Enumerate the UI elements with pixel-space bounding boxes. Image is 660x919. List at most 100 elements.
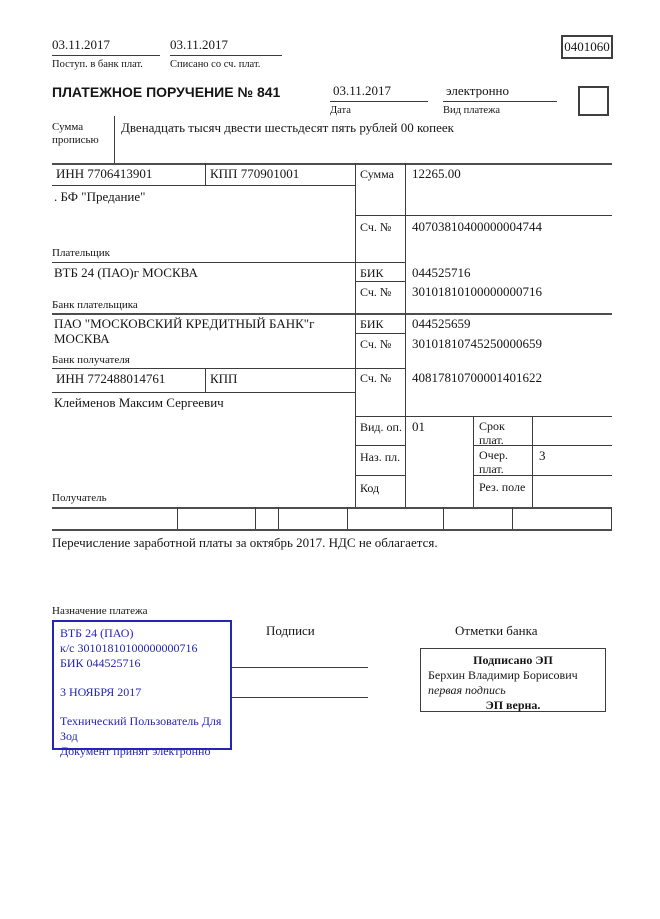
payer-bank-bik-label: БИК (360, 266, 384, 280)
signature-type: первая подпись (428, 683, 506, 697)
payee-bank-bik-label: БИК (360, 317, 384, 331)
grid-line (52, 507, 612, 509)
payee-bank-account: 30101810745250000659 (412, 336, 542, 351)
code-label: Код (360, 481, 380, 495)
grid-line (205, 368, 206, 392)
payer-account: 40703810400000004744 (412, 219, 542, 234)
payer-inn: ИНН 7706413901 (56, 166, 153, 181)
document-title: ПЛАТЕЖНОЕ ПОРУЧЕНИЕ № 841 (52, 84, 281, 100)
doc-date-underline (330, 101, 428, 102)
payee-section-label: Получатель (52, 492, 107, 504)
amount-words-value: Двенадцать тысяч двести шестьдесят пять … (121, 120, 454, 135)
payer-bank-section-label: Банк плательщика (52, 299, 138, 311)
grid-line (278, 507, 279, 529)
grid-line (611, 507, 612, 529)
payee-kpp: КПП (210, 371, 238, 386)
bank-marks-heading: Отметки банка (455, 623, 538, 638)
grid-line (52, 262, 405, 263)
bank-acceptance-stamp: ВТБ 24 (ПАО) к/с 30101810100000000716 БИ… (52, 620, 232, 758)
stamp-spacer (60, 671, 224, 685)
amount-words-label: Сумма прописью (52, 121, 99, 146)
grid-line (355, 416, 612, 417)
grid-line (355, 445, 405, 446)
op-type-label: Вид. оп. (360, 420, 402, 434)
payment-order-value: 3 (539, 448, 546, 463)
debited-date-label: Списано со сч. плат. (170, 59, 261, 70)
reserve-field-label: Рез. поле (479, 480, 526, 494)
doc-date-value: 03.11.2017 (333, 83, 392, 98)
purpose-text: Перечисление заработной платы за октябрь… (52, 535, 438, 550)
grid-line (347, 507, 348, 529)
signature-line (232, 667, 368, 668)
grid-line (473, 445, 612, 446)
payment-type-label: Вид платежа (443, 105, 501, 116)
grid-line (473, 475, 612, 476)
form-code-box: 0401060 (561, 35, 613, 59)
grid-line (52, 313, 612, 315)
grid-line (52, 185, 355, 186)
stamp-spacer (60, 700, 224, 714)
payer-bank-bik: 044525716 (412, 265, 471, 280)
stamp-accepted-note: Документ принят электронно (60, 744, 211, 758)
grid-line (52, 529, 612, 531)
payer-kpp: КПП 770901001 (210, 166, 300, 181)
grid-line (114, 116, 115, 163)
doc-date-label: Дата (330, 105, 351, 116)
payee-account-label: Сч. № (360, 371, 392, 385)
payment-type-underline (443, 101, 557, 102)
payer-status-box (578, 86, 609, 116)
received-date-underline (52, 55, 160, 56)
grid-line (355, 215, 612, 216)
debited-date-underline (170, 55, 282, 56)
payer-account-label: Сч. № (360, 220, 392, 234)
payer-bank-name: ВТБ 24 (ПАО)г МОСКВА (54, 265, 198, 280)
grid-line (473, 416, 474, 507)
payee-bank-section-label: Банк получателя (52, 354, 130, 366)
stamp-date: 3 НОЯБРЯ 2017 (60, 685, 142, 699)
grid-line (52, 163, 612, 165)
grid-line (512, 507, 513, 529)
signatures-heading: Подписи (266, 623, 315, 638)
op-type-value: 01 (412, 419, 425, 434)
payer-section-label: Плательщик (52, 247, 110, 259)
amount-cell-label: Сумма (360, 167, 394, 181)
payee-account: 40817810700001401622 (412, 370, 542, 385)
grid-line (355, 281, 405, 282)
stamp-user: Технический Пользователь Для Зод (60, 714, 222, 743)
payee-bank-bik: 044525659 (412, 316, 471, 331)
received-date-label: Поступ. в банк плат. (52, 59, 143, 70)
form-code: 0401060 (564, 39, 610, 54)
grid-line (52, 368, 405, 369)
signer-name: Берхин Владимир Борисович (428, 668, 578, 682)
stamp-bik: БИК 044525716 (60, 656, 141, 670)
grid-line (355, 163, 356, 507)
signature-line (232, 697, 368, 698)
payee-inn: ИНН 772488014761 (56, 371, 166, 386)
payee-bank-account-label: Сч. № (360, 337, 392, 351)
grid-line (52, 392, 355, 393)
payee-name: Клейменов Максим Сергеевич (54, 395, 224, 410)
grid-line (177, 507, 178, 529)
grid-line (405, 163, 406, 507)
due-date-label: Срок плат. (479, 419, 505, 447)
payer-bank-account-label: Сч. № (360, 285, 392, 299)
received-date-value: 03.11.2017 (52, 37, 111, 52)
signature-stamp-box: Подписано ЭП Берхин Владимир Борисович п… (420, 648, 606, 712)
payment-order-label: Очер. плат. (479, 448, 509, 476)
payer-name: . БФ "Предание" (54, 189, 146, 204)
grid-line (532, 416, 533, 507)
grid-line (355, 333, 405, 334)
grid-line (443, 507, 444, 529)
stamp-bank-name: ВТБ 24 (ПАО) (60, 626, 134, 640)
stamp-corr-account: к/с 30101810100000000716 (60, 641, 198, 655)
grid-line (205, 163, 206, 185)
payer-bank-account: 30101810100000000716 (412, 284, 542, 299)
grid-line (255, 507, 256, 529)
signature-verified: ЭП верна. (485, 698, 541, 712)
signed-title: Подписано ЭП (473, 653, 553, 667)
amount-value: 12265.00 (412, 166, 461, 181)
grid-line (355, 475, 405, 476)
payment-type-value: электронно (446, 83, 510, 98)
payee-bank-name: ПАО "МОСКОВСКИЙ КРЕДИТНЫЙ БАНК"г МОСКВА (54, 316, 315, 346)
